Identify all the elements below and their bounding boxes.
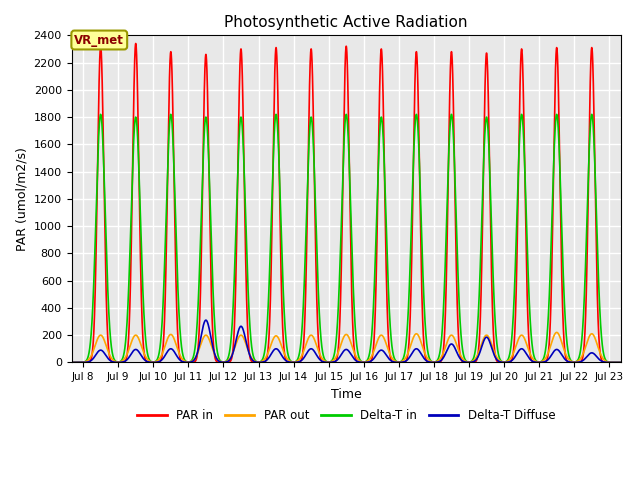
Delta-T in bbox=[422, 331, 429, 337]
Delta-T Diffuse bbox=[623, 360, 630, 365]
PAR out bbox=[623, 360, 630, 365]
PAR out bbox=[422, 353, 429, 359]
PAR out bbox=[401, 356, 409, 361]
Delta-T in bbox=[61, 360, 69, 365]
PAR in bbox=[61, 360, 69, 365]
PAR in bbox=[202, 54, 209, 60]
Delta-T Diffuse bbox=[422, 358, 429, 363]
PAR out bbox=[61, 360, 69, 365]
Line: Delta-T Diffuse: Delta-T Diffuse bbox=[65, 320, 627, 362]
Delta-T in bbox=[202, 115, 209, 121]
Y-axis label: PAR (umol/m2/s): PAR (umol/m2/s) bbox=[15, 147, 28, 251]
Delta-T Diffuse bbox=[401, 359, 409, 364]
Text: VR_met: VR_met bbox=[74, 34, 124, 47]
Delta-T Diffuse bbox=[463, 360, 471, 365]
X-axis label: Time: Time bbox=[331, 388, 362, 401]
Delta-T Diffuse bbox=[61, 360, 69, 365]
Line: Delta-T in: Delta-T in bbox=[65, 114, 627, 362]
PAR in bbox=[623, 360, 630, 365]
PAR in bbox=[401, 359, 409, 365]
Line: PAR in: PAR in bbox=[65, 44, 627, 362]
PAR in bbox=[132, 41, 140, 47]
Delta-T in bbox=[327, 359, 335, 364]
PAR out bbox=[587, 332, 595, 337]
PAR out bbox=[553, 330, 561, 336]
Delta-T in bbox=[623, 360, 630, 365]
Delta-T in bbox=[587, 121, 595, 127]
PAR in bbox=[587, 69, 595, 75]
Delta-T in bbox=[463, 359, 471, 365]
Delta-T Diffuse bbox=[202, 317, 209, 323]
Delta-T Diffuse bbox=[327, 360, 335, 365]
PAR out bbox=[327, 359, 335, 364]
Delta-T in bbox=[401, 348, 409, 354]
Delta-T Diffuse bbox=[202, 317, 210, 323]
Line: PAR out: PAR out bbox=[65, 333, 627, 362]
PAR in bbox=[327, 360, 335, 365]
Legend: PAR in, PAR out, Delta-T in, Delta-T Diffuse: PAR in, PAR out, Delta-T in, Delta-T Dif… bbox=[132, 404, 560, 427]
PAR in bbox=[422, 356, 429, 362]
Delta-T Diffuse bbox=[587, 350, 595, 356]
PAR in bbox=[463, 360, 471, 365]
PAR out bbox=[202, 332, 209, 338]
Title: Photosynthetic Active Radiation: Photosynthetic Active Radiation bbox=[225, 15, 468, 30]
Delta-T in bbox=[588, 111, 596, 117]
PAR out bbox=[463, 359, 471, 365]
